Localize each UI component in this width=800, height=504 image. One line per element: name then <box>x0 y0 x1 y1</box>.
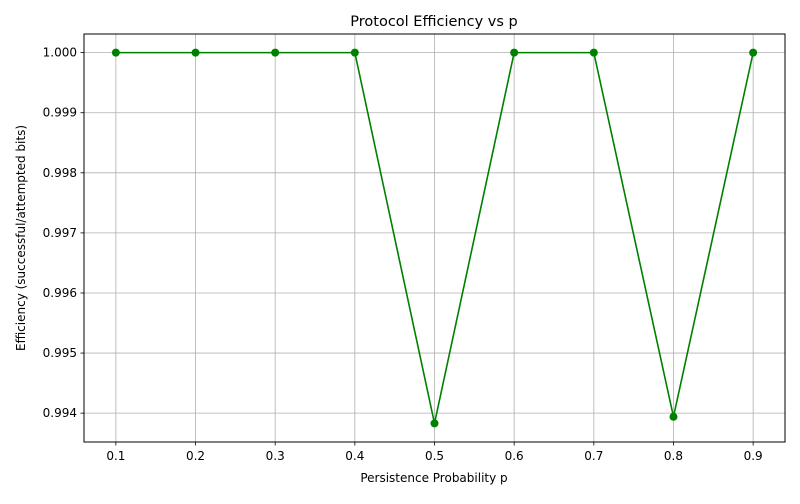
y-tick-label: 0.995 <box>43 346 77 360</box>
data-point <box>350 48 359 57</box>
data-point <box>271 48 280 57</box>
y-tick-label: 0.997 <box>43 226 77 240</box>
y-tick-label: 0.999 <box>43 106 77 120</box>
x-tick-label: 0.5 <box>425 449 444 463</box>
data-point <box>669 412 678 421</box>
data-point <box>510 48 519 57</box>
data-point <box>111 48 120 57</box>
chart-title: Protocol Efficiency vs p <box>350 14 517 30</box>
grid <box>84 34 785 442</box>
series-layer <box>111 48 758 428</box>
x-tick-label: 0.7 <box>584 449 603 463</box>
y-tick-label: 0.996 <box>43 286 77 300</box>
y-tick-label: 0.998 <box>43 166 77 180</box>
x-tick-label: 0.8 <box>664 449 683 463</box>
x-tick-label: 0.4 <box>345 449 364 463</box>
x-axis-label: Persistence Probability p <box>360 471 507 485</box>
y-tick-label: 1.000 <box>43 46 77 60</box>
data-point <box>430 419 439 428</box>
x-tick-label: 0.9 <box>744 449 763 463</box>
x-tick-label: 0.1 <box>106 449 125 463</box>
x-tick-label: 0.2 <box>186 449 205 463</box>
y-axis-label: Efficiency (successful/attempted bits) <box>14 125 28 351</box>
data-point <box>589 48 598 57</box>
x-tick-label: 0.6 <box>505 449 524 463</box>
y-tick-label: 0.994 <box>43 406 77 420</box>
ticks: 0.1 0.2 0.3 0.4 0.5 0.6 0.7 0.8 0.9 0.994 0.995 0.9… <box>43 46 763 463</box>
data-point <box>749 48 758 57</box>
data-point <box>191 48 200 57</box>
x-tick-label: 0.3 <box>266 449 285 463</box>
